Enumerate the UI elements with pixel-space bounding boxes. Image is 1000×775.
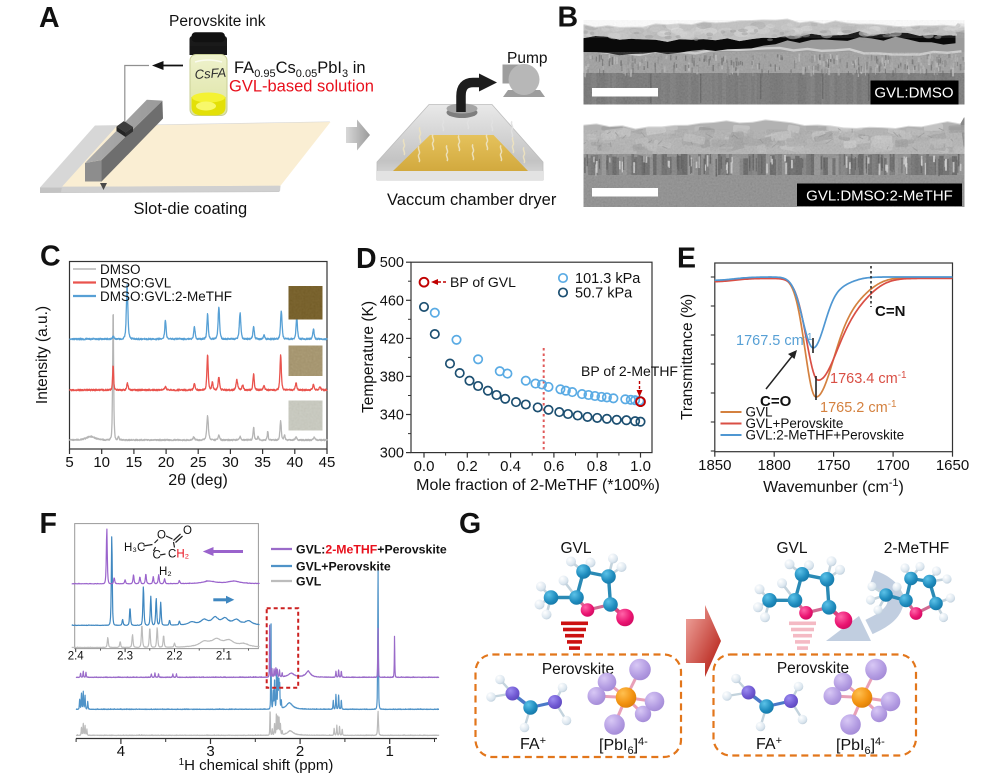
svg-text:GVL: GVL xyxy=(746,405,774,420)
svg-text:40: 40 xyxy=(286,454,303,471)
svg-text:H₂: H₂ xyxy=(159,566,172,578)
svg-text:2-MeTHF: 2-MeTHF xyxy=(884,540,949,557)
svg-text:Intensity (a.u.): Intensity (a.u.) xyxy=(34,306,51,404)
svg-text:3: 3 xyxy=(206,743,214,760)
svg-text:1850: 1850 xyxy=(698,457,731,474)
svg-text:B: B xyxy=(558,2,579,34)
svg-text:35: 35 xyxy=(254,454,271,471)
svg-text:C=O: C=O xyxy=(760,393,792,410)
svg-text:Temperature (K): Temperature (K) xyxy=(360,301,377,413)
svg-text:[PbI6]4-: [PbI6]4- xyxy=(836,736,885,757)
svg-text:Transmittance (%): Transmittance (%) xyxy=(679,294,696,420)
svg-text:15: 15 xyxy=(126,454,143,471)
svg-text:1767.5 cm-1: 1767.5 cm-1 xyxy=(736,332,813,349)
svg-text:GVL: GVL xyxy=(296,575,322,589)
svg-text:Perovskite ink: Perovskite ink xyxy=(169,13,266,30)
svg-text:Vaccum chamber dryer: Vaccum chamber dryer xyxy=(387,191,557,209)
svg-text:GVL+Perovskite: GVL+Perovskite xyxy=(296,560,391,574)
svg-text:GVL:2-MeTHF+Perovskite: GVL:2-MeTHF+Perovskite xyxy=(746,428,905,443)
svg-text:2θ (deg): 2θ (deg) xyxy=(168,472,228,489)
svg-text:GVL: GVL xyxy=(776,540,807,557)
svg-text:BP of GVL: BP of GVL xyxy=(450,274,516,290)
svg-text:FA+: FA+ xyxy=(520,735,546,753)
svg-text:CsFA: CsFA xyxy=(194,65,227,82)
svg-text:45: 45 xyxy=(319,454,336,471)
svg-text:0.4: 0.4 xyxy=(500,458,521,475)
svg-text:340: 340 xyxy=(380,408,404,424)
svg-text:5: 5 xyxy=(65,454,73,471)
svg-text:2.4: 2.4 xyxy=(68,651,85,663)
svg-text:25: 25 xyxy=(190,454,207,471)
svg-text:Wavemunber (cm-1): Wavemunber (cm-1) xyxy=(763,477,904,496)
svg-text:GVL:DMSO: GVL:DMSO xyxy=(874,85,953,102)
svg-text:GVL: GVL xyxy=(560,540,591,557)
svg-text:1800: 1800 xyxy=(758,457,791,474)
svg-text:CH₂: CH₂ xyxy=(168,549,189,561)
svg-text:101.3 kPa: 101.3 kPa xyxy=(575,271,641,287)
svg-text:GVL+Perovskite: GVL+Perovskite xyxy=(746,416,844,431)
svg-text:20: 20 xyxy=(158,454,175,471)
svg-text:380: 380 xyxy=(380,369,404,385)
svg-text:BP of 2-MeTHF: BP of 2-MeTHF xyxy=(581,363,678,379)
svg-text:0.8: 0.8 xyxy=(587,458,608,475)
svg-text:1650: 1650 xyxy=(936,457,969,474)
svg-text:GVL:2-MeTHF+Perovskite: GVL:2-MeTHF+Perovskite xyxy=(296,543,447,557)
svg-text:FA+: FA+ xyxy=(756,735,782,753)
svg-text:C=N: C=N xyxy=(875,303,905,320)
svg-text:4: 4 xyxy=(117,743,125,760)
svg-text:1765.2 cm-1: 1765.2 cm-1 xyxy=(820,399,897,416)
svg-text:O: O xyxy=(183,525,192,537)
svg-text:1H chemical shift (ppm): 1H chemical shift (ppm) xyxy=(179,757,334,774)
svg-text:300: 300 xyxy=(380,446,404,462)
svg-text:2: 2 xyxy=(296,743,304,760)
svg-text:460: 460 xyxy=(380,293,404,309)
svg-text:0.6: 0.6 xyxy=(543,458,564,475)
svg-text:2.3: 2.3 xyxy=(117,651,133,663)
svg-text:1750: 1750 xyxy=(817,457,850,474)
svg-text:[PbI6]4-: [PbI6]4- xyxy=(599,736,648,757)
svg-text:DMSO:GVL: DMSO:GVL xyxy=(100,276,172,291)
svg-text:500: 500 xyxy=(380,255,404,271)
svg-text:Perovskite: Perovskite xyxy=(542,661,614,678)
svg-text:Perovskite: Perovskite xyxy=(777,660,849,677)
svg-text:2.1: 2.1 xyxy=(216,651,232,663)
svg-text:Slot-die coating: Slot-die coating xyxy=(134,200,248,218)
svg-text:0.0: 0.0 xyxy=(414,458,435,475)
svg-text:C: C xyxy=(153,550,161,562)
svg-text:DMSO:GVL:2-MeTHF: DMSO:GVL:2-MeTHF xyxy=(100,289,232,304)
svg-text:GVL-based solution: GVL-based solution xyxy=(229,78,374,96)
svg-text:Mole fraction of 2-MeTHF (*100: Mole fraction of 2-MeTHF (*100%) xyxy=(416,477,660,494)
svg-text:420: 420 xyxy=(380,331,404,347)
svg-text:A: A xyxy=(39,2,60,34)
svg-text:1: 1 xyxy=(386,743,394,760)
svg-text:10: 10 xyxy=(93,454,110,471)
svg-text:FA0.95Cs0.05PbI3 in: FA0.95Cs0.05PbI3 in xyxy=(234,59,366,80)
svg-text:F: F xyxy=(40,508,57,540)
svg-text:1700: 1700 xyxy=(876,457,909,474)
svg-text:30: 30 xyxy=(222,454,239,471)
svg-text:1.0: 1.0 xyxy=(630,458,651,475)
svg-text:G: G xyxy=(459,508,481,540)
svg-text:D: D xyxy=(356,243,377,275)
svg-text:H₃C: H₃C xyxy=(124,542,145,554)
svg-text:0.2: 0.2 xyxy=(457,458,478,475)
svg-text:50.7 kPa: 50.7 kPa xyxy=(575,286,633,302)
svg-text:E: E xyxy=(677,243,696,275)
svg-text:O: O xyxy=(157,530,166,542)
svg-text:Pump: Pump xyxy=(507,50,548,67)
svg-text:DMSO: DMSO xyxy=(100,262,141,277)
svg-text:1763.4 cm-1: 1763.4 cm-1 xyxy=(830,370,907,387)
svg-text:2.2: 2.2 xyxy=(167,651,183,663)
svg-text:C: C xyxy=(40,241,61,273)
svg-text:GVL:DMSO:2-MeTHF: GVL:DMSO:2-MeTHF xyxy=(806,188,953,205)
